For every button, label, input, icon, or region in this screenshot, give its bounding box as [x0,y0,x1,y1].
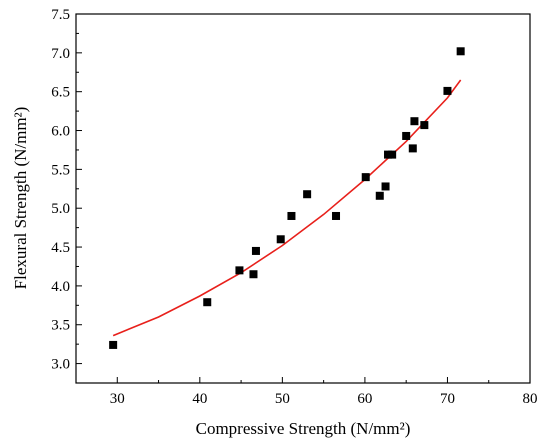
data-point [249,270,258,279]
x-axis-title: Compressive Strength (N/mm²) [196,419,411,438]
y-tick-label: 3.0 [51,357,70,373]
x-tick-label: 70 [440,391,455,407]
y-tick-label: 5.0 [51,201,70,217]
plot-frame [75,13,531,384]
fit-curve [112,79,462,337]
data-point [375,191,384,200]
data-point [276,235,285,244]
y-axis-ticks: 3.0 3.5 4.0 4.5 5.0 5.5 6.0 6.5 7.0 7.5 [51,7,82,384]
y-tick-label: 7.0 [51,46,70,62]
y-tick-label: 7.5 [51,7,70,23]
data-point [251,246,260,255]
y-tick-label: 4.0 [51,279,70,295]
y-tick-label: 6.0 [51,124,70,140]
data-point [332,211,341,220]
data-point [402,131,411,140]
data-point [443,86,452,95]
y-axis-title: Flexural Strength (N/mm²) [11,107,30,290]
data-point [235,266,244,275]
data-point [303,190,312,199]
y-tick-label: 3.5 [51,318,70,334]
x-tick-label: 50 [275,391,290,407]
y-tick-label: 4.5 [51,240,70,256]
data-point [408,144,417,153]
x-axis-ticks: 30 40 50 60 70 80 [75,377,538,407]
data-point [420,121,429,130]
data-point [287,211,296,220]
y-tick-label: 6.5 [51,85,70,101]
data-point [361,173,370,182]
data-points [109,47,465,349]
x-tick-label: 40 [192,391,207,407]
data-point [388,150,397,159]
x-tick-label: 80 [523,391,538,407]
x-tick-label: 30 [110,391,125,407]
data-point [410,117,419,126]
x-tick-label: 60 [357,391,372,407]
data-point [109,340,118,349]
data-point [384,150,393,159]
data-point [456,47,465,56]
data-point [381,182,390,191]
y-tick-label: 5.5 [51,162,70,178]
data-point [203,298,212,307]
